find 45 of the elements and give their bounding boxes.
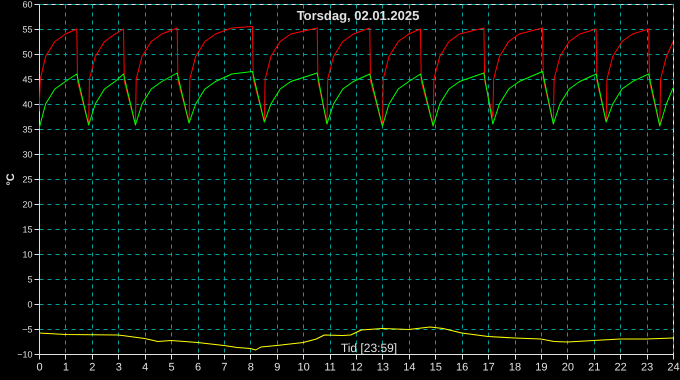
- x-tick-label: 1: [62, 362, 69, 374]
- x-tick-label: 15: [430, 362, 442, 374]
- x-tick-label: 20: [562, 362, 574, 374]
- x-tick-label: 6: [194, 362, 202, 374]
- y-tick-label: 20: [22, 200, 32, 210]
- x-axis-title: Tid [23:59]: [340, 341, 398, 355]
- y-tick-label: 10: [22, 250, 32, 260]
- y-tick-label: 35: [22, 124, 32, 134]
- x-tick-label: 7: [221, 362, 228, 374]
- line-series: [39, 71, 673, 130]
- x-tick-label: 12: [350, 362, 363, 374]
- x-tick-label: 2: [89, 362, 96, 374]
- x-tick-label: 18: [508, 362, 522, 374]
- x-tick-label: 19: [535, 362, 548, 374]
- y-tick-label: −10: [17, 350, 32, 360]
- x-tick-label: 21: [588, 362, 600, 374]
- chart-title: Torsdag, 02.01.2025: [296, 8, 420, 23]
- x-tick-label: 0: [36, 362, 43, 374]
- y-tick-label: 55: [22, 24, 32, 34]
- y-tick-label: 25: [22, 174, 32, 184]
- y-tick-label: 30: [22, 150, 32, 160]
- x-tick-label: 13: [376, 362, 390, 374]
- y-tick-label: 45: [22, 74, 32, 84]
- x-tick-label: 11: [324, 362, 336, 374]
- y-tick-label: 40: [22, 100, 32, 110]
- x-tick-label: 4: [142, 362, 148, 374]
- x-tick-label: 23: [640, 362, 654, 374]
- y-tick-label: 60: [22, 0, 32, 10]
- x-tick-label: 5: [168, 362, 175, 374]
- y-tick-label: 50: [22, 50, 32, 60]
- x-tick-label: 24: [667, 362, 680, 374]
- y-axis-title: °C: [5, 173, 18, 186]
- line-series: [39, 26, 673, 126]
- y-tick-label: 15: [22, 224, 32, 234]
- x-tick-label: 8: [248, 362, 254, 374]
- y-tick-label: 0: [27, 300, 32, 310]
- x-tick-label: 17: [482, 362, 495, 374]
- y-tick-label: −5: [22, 324, 32, 334]
- x-tick-label: 16: [456, 362, 468, 374]
- x-tick-label: 9: [274, 362, 280, 374]
- x-tick-label: 22: [614, 362, 627, 374]
- x-tick-label: 10: [298, 362, 310, 374]
- x-tick-label: 14: [403, 362, 416, 374]
- x-tick-label: 3: [116, 362, 122, 374]
- y-tick-label: 5: [27, 274, 32, 284]
